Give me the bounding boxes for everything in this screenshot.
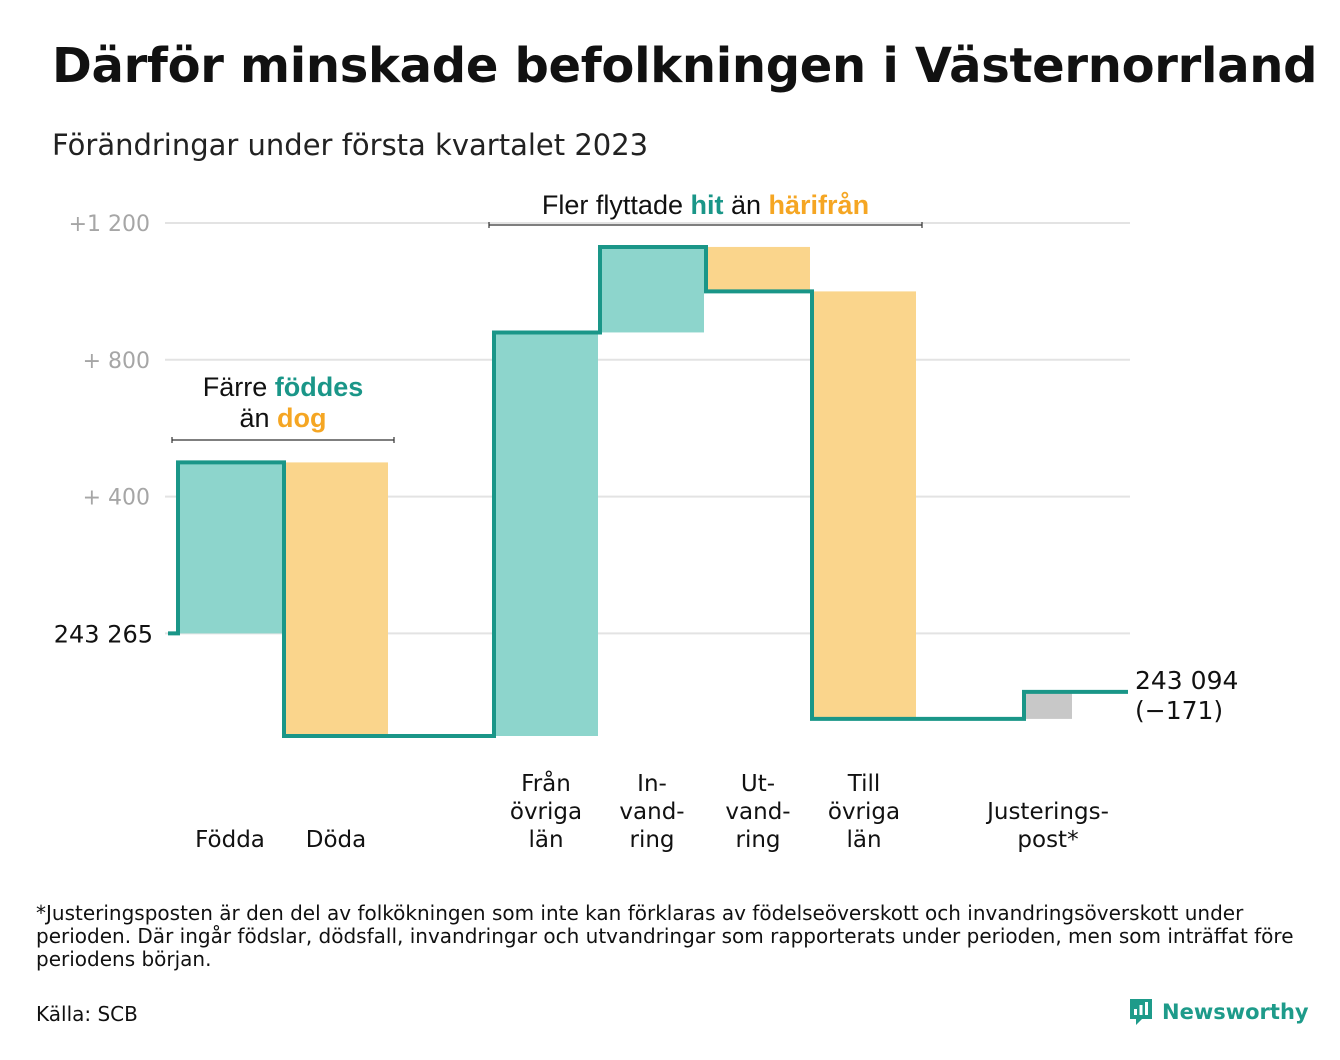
annotation-part: än — [723, 190, 768, 220]
annotation-text: än dog — [239, 403, 326, 433]
newsworthy-logo: Newsworthy — [1128, 997, 1309, 1027]
end-value-label: 243 094 — [1135, 666, 1238, 695]
category-label: ring — [735, 827, 780, 853]
y-tick-label: +1 200 — [69, 212, 150, 237]
annotation-part: Fler flyttade — [542, 190, 691, 220]
cumulative-line — [168, 244, 1128, 738]
category-label: vand- — [725, 799, 790, 825]
bar-från-övriga-län — [494, 332, 598, 736]
category-label: Till — [847, 771, 881, 797]
category-label: Döda — [306, 827, 366, 853]
annotation-text: Fler flyttade hit än härifrån — [542, 190, 869, 220]
annotation-part: Färre — [203, 372, 275, 402]
bar-utvandring — [706, 246, 810, 292]
category-label: vand- — [619, 799, 684, 825]
labels: +1 200 + 800 + 400 243 265 243 094(−171) Född… — [54, 190, 1239, 853]
source-text: Källa: SCB — [36, 1002, 138, 1026]
bar-födda — [178, 462, 282, 634]
annotation-part: hit — [690, 190, 723, 220]
category-label: län — [846, 827, 881, 853]
category-label: Ut- — [741, 771, 775, 797]
bar-till-övriga-län — [812, 291, 916, 719]
category-label: Från — [521, 769, 571, 797]
category-label: övriga — [510, 799, 582, 825]
page-title: Därför minskade befolkningen i Västernor… — [52, 38, 1318, 94]
annotation-part: än — [239, 403, 277, 433]
category-label: Födda — [195, 827, 265, 853]
bar-justeringspost — [1024, 691, 1072, 719]
end-change-label: (−171) — [1135, 696, 1223, 725]
category-label: övriga — [828, 799, 900, 825]
footnote: *Justeringsposten är den del av folkökni… — [36, 901, 1294, 971]
y-tick-label: + 800 — [83, 349, 150, 374]
category-label: län — [528, 827, 563, 853]
bar-invandring — [600, 246, 704, 333]
chart-bubble-icon — [1130, 999, 1152, 1025]
bar-döda — [284, 462, 388, 736]
cumulative-step-line — [168, 244, 1128, 738]
annotation-text: Färre föddes — [203, 372, 364, 402]
page-subtitle: Förändringar under första kvartalet 2023 — [52, 128, 649, 162]
bars — [178, 246, 1072, 736]
category-label: In- — [637, 771, 667, 797]
annotation-part: föddes — [275, 372, 364, 402]
category-label: Justerings- — [985, 799, 1109, 825]
logo-text: Newsworthy — [1162, 1000, 1309, 1024]
y-tick-label: + 400 — [83, 486, 150, 511]
start-value-label: 243 265 — [54, 620, 153, 648]
category-label: post* — [1017, 827, 1078, 853]
annotation-part: dog — [277, 403, 326, 433]
annotation-part: härifrån — [769, 190, 870, 220]
category-label: ring — [629, 827, 674, 853]
waterfall-chart: +1 200 + 800 + 400 243 265 243 094(−171) Född… — [54, 190, 1239, 853]
